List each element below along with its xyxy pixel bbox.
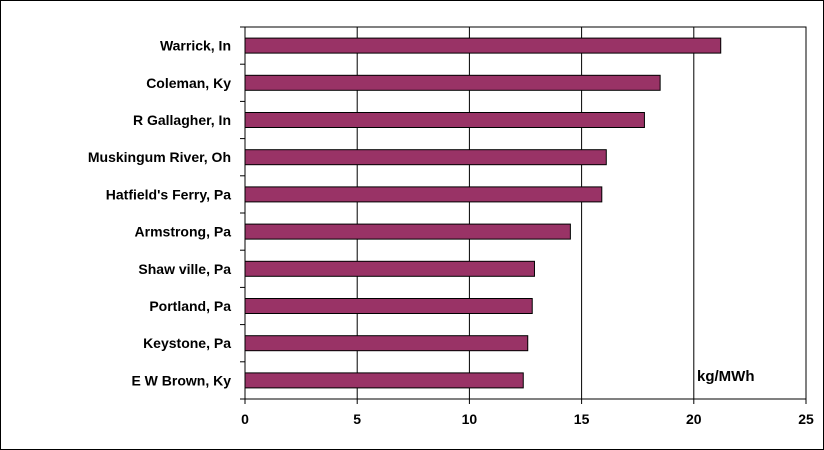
- category-label: Shaw ville, Pa: [138, 261, 231, 277]
- bar: [244, 74, 661, 91]
- unit-label: kg/MWh: [697, 368, 755, 385]
- bar: [244, 149, 607, 166]
- category-label: Muskingum River, Oh: [88, 149, 231, 165]
- x-tick-label: 15: [574, 411, 590, 427]
- x-tick-label: 25: [798, 411, 814, 427]
- category-label: Warrick, In: [160, 38, 231, 54]
- x-tick-label: 10: [462, 411, 478, 427]
- value-axis-ticks: 0 5 10 15 20 25: [241, 399, 814, 427]
- bar: [244, 372, 524, 389]
- x-tick-label: 20: [686, 411, 702, 427]
- category-axis-ticks: [240, 26, 245, 400]
- category-label: Hatfield's Ferry, Pa: [106, 186, 231, 202]
- bar: [244, 186, 603, 203]
- bar: [244, 223, 571, 240]
- bars: [244, 37, 722, 389]
- category-label: E W Brown, Ky: [131, 372, 231, 388]
- category-label: Portland, Pa: [149, 298, 231, 314]
- category-label: Keystone, Pa: [143, 335, 231, 351]
- x-tick-label: 5: [353, 411, 361, 427]
- category-label: Coleman, Ky: [146, 75, 231, 91]
- x-tick-label: 0: [241, 411, 249, 427]
- category-labels: Warrick, In Coleman, Ky R Gallagher, In Mus…: [88, 38, 231, 389]
- bar: [244, 260, 535, 277]
- bar: [244, 37, 722, 54]
- bar: [244, 112, 645, 128]
- bar: [244, 298, 533, 314]
- category-label: Armstrong, Pa: [135, 224, 232, 240]
- bar: [244, 335, 529, 352]
- category-label: R Gallagher, In: [133, 112, 231, 128]
